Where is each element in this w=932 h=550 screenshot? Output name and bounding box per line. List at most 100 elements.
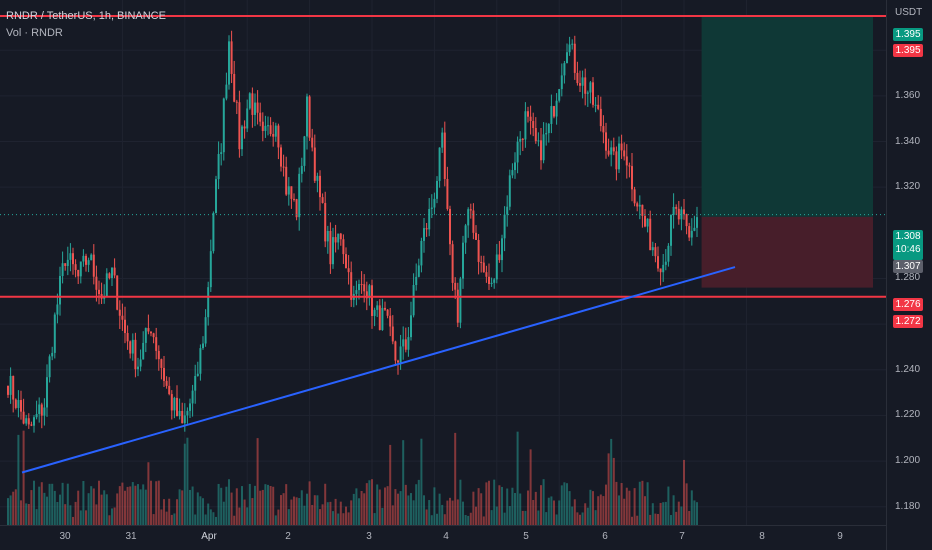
candle-body xyxy=(475,232,477,240)
volume-bar xyxy=(22,430,25,525)
candle-body xyxy=(428,208,431,230)
candle-body xyxy=(25,418,28,424)
candle-body xyxy=(462,242,464,279)
candle-body xyxy=(27,418,30,425)
volume-bar xyxy=(599,494,602,525)
volume-bar xyxy=(12,491,15,525)
candle-body xyxy=(30,424,33,426)
candle-body xyxy=(87,260,90,265)
volume-bar xyxy=(508,506,511,525)
volume-bar xyxy=(178,489,181,525)
candle-body xyxy=(423,228,425,241)
volume-bar xyxy=(345,506,347,525)
candle-body xyxy=(378,305,381,330)
volume-bar xyxy=(347,512,350,525)
volume-bar xyxy=(680,506,683,525)
volume-bar xyxy=(339,501,342,525)
volume-bar xyxy=(157,480,160,525)
candle-body xyxy=(620,143,623,151)
volume-bar xyxy=(607,453,610,525)
candle-body xyxy=(69,253,72,260)
volume-bar xyxy=(220,487,223,525)
volume-bar xyxy=(581,512,584,525)
volume-bar xyxy=(194,514,197,525)
candle-body xyxy=(347,268,350,273)
candle-body xyxy=(685,214,688,227)
volume-bar xyxy=(657,513,659,525)
candle-body xyxy=(696,217,698,228)
volume-bar xyxy=(100,494,103,525)
candle-body xyxy=(404,339,407,350)
volume-bar xyxy=(116,493,119,525)
volume-bar xyxy=(142,484,145,525)
volume-bar xyxy=(558,500,561,525)
resistance-price-tag: 1.395 xyxy=(893,44,923,57)
candle-body xyxy=(501,238,503,261)
candle-body xyxy=(85,255,87,265)
candle-body xyxy=(295,199,298,218)
candle-body xyxy=(51,352,54,357)
volume-bar xyxy=(529,449,532,525)
volume-bar xyxy=(170,514,173,525)
candle-body xyxy=(659,268,662,273)
candle-body xyxy=(566,52,568,64)
time-tick-label: 9 xyxy=(837,531,843,542)
candle-body xyxy=(53,314,56,353)
volume-bar xyxy=(46,496,48,525)
candle-body xyxy=(560,75,563,90)
candle-body xyxy=(116,275,119,310)
volume-bar xyxy=(443,514,446,525)
current-price-tag: 1.308 10:46 xyxy=(893,230,923,260)
volume-indicator-label[interactable]: Vol · RNDR xyxy=(6,27,63,39)
volume-bar xyxy=(61,482,64,525)
time-tick-label: Apr xyxy=(201,531,217,542)
volume-bar xyxy=(173,513,176,525)
volume-bar xyxy=(480,493,483,525)
candle-body xyxy=(298,173,301,218)
volume-bar xyxy=(672,495,675,525)
price-tick-label: 1.220 xyxy=(895,409,921,421)
volume-bar xyxy=(605,484,607,525)
symbol-title[interactable]: RNDR / TetherUS, 1h, BINANCE xyxy=(6,10,166,22)
candle-body xyxy=(550,106,553,124)
volume-bar xyxy=(410,493,412,525)
volume-bar xyxy=(163,499,165,525)
candle-body xyxy=(194,376,197,391)
candle-body xyxy=(303,136,306,166)
volume-bar xyxy=(59,494,61,525)
candle-body xyxy=(319,175,321,198)
candle-body xyxy=(155,337,158,351)
candle-body xyxy=(459,278,462,323)
candle-body xyxy=(558,89,561,101)
candle-body xyxy=(636,203,639,207)
candle-body xyxy=(467,209,470,226)
price-tick-label: 1.320 xyxy=(895,181,921,193)
candle-body xyxy=(168,385,171,395)
volume-bar xyxy=(113,507,116,525)
candle-body xyxy=(113,267,116,276)
volume-bar xyxy=(282,493,285,525)
candle-body xyxy=(35,413,38,418)
candle-body xyxy=(438,147,441,181)
volume-bar xyxy=(456,499,459,525)
profit-zone xyxy=(701,15,873,217)
volume-bar xyxy=(56,501,59,525)
candle-body xyxy=(547,123,550,134)
candle-body xyxy=(142,342,145,360)
volume-bar xyxy=(540,485,542,525)
volume-bar xyxy=(490,510,493,525)
volume-bar xyxy=(176,499,178,525)
volume-bar xyxy=(464,514,467,525)
volume-bar xyxy=(9,495,12,525)
candle-body xyxy=(183,415,186,424)
candle-body xyxy=(417,265,420,277)
volume-bar xyxy=(139,489,142,525)
candle-body xyxy=(118,309,121,316)
candle-body xyxy=(402,339,405,347)
candle-body xyxy=(56,304,59,315)
volume-bar xyxy=(397,493,399,525)
candle-body xyxy=(612,147,615,152)
volume-bar xyxy=(79,510,82,525)
candle-body xyxy=(196,373,199,377)
